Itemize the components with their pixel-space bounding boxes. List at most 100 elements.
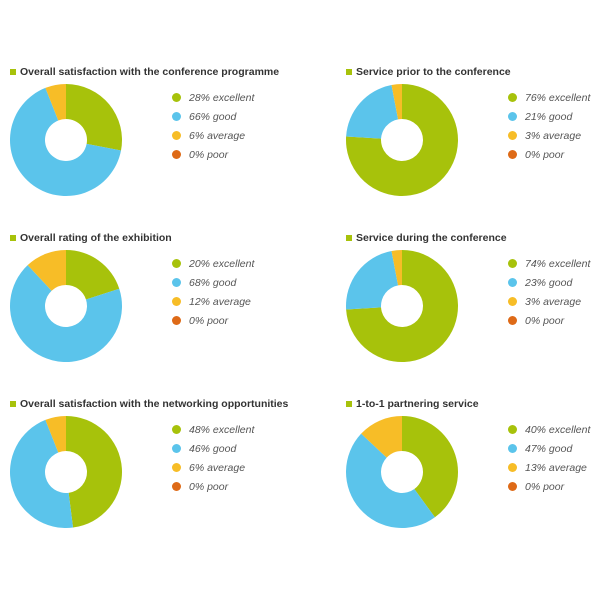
legend-dot-icon — [172, 463, 181, 472]
legend-label: 0% poor — [525, 480, 565, 493]
legend-item-excellent: 20% excellent — [172, 254, 254, 273]
donut-slice-good — [346, 250, 399, 310]
legend-label: 6% average — [189, 129, 246, 142]
title-square-icon — [346, 401, 352, 407]
donut-chart — [346, 84, 458, 196]
donut-slice-excellent — [346, 84, 458, 196]
legend-item-excellent: 28% excellent — [172, 88, 254, 107]
legend-dot-icon — [508, 444, 517, 453]
legend-item-poor: 0% poor — [508, 145, 590, 164]
legend-item-average: 3% average — [508, 126, 590, 145]
legend-dot-icon — [508, 482, 517, 491]
legend-label: 28% excellent — [189, 91, 255, 104]
donut-slice-good — [10, 265, 123, 362]
donut-chart — [9, 416, 123, 528]
donut-slice-good — [9, 419, 74, 528]
donut-slice-good — [345, 433, 435, 528]
legend-dot-icon — [172, 444, 181, 453]
legend-dot-icon — [172, 425, 181, 434]
legend-label: 0% poor — [189, 314, 229, 327]
legend-item-excellent: 76% excellent — [508, 88, 590, 107]
legend-item-poor: 0% poor — [172, 311, 254, 330]
legend-dot-icon — [508, 150, 517, 159]
chart-title: 1-to-1 partnering service — [346, 398, 479, 410]
legend-dot-icon — [172, 93, 181, 102]
chart-title: Service during the conference — [346, 232, 507, 244]
legend-dot-icon — [172, 259, 181, 268]
legend-label: 74% excellent — [525, 257, 591, 270]
donut-chart — [10, 250, 123, 362]
legend-label: 46% good — [189, 442, 237, 455]
legend-item-average: 3% average — [508, 292, 590, 311]
legend-dot-icon — [172, 131, 181, 140]
chart-legend: 76% excellent 21% good 3% average 0% poor — [508, 88, 590, 164]
chart-title: Service prior to the conference — [346, 66, 511, 78]
legend-label: 3% average — [525, 295, 582, 308]
legend-item-poor: 0% poor — [172, 145, 254, 164]
donut-slice-average — [391, 250, 402, 286]
donut-slice-excellent — [346, 250, 458, 362]
legend-item-good: 46% good — [172, 439, 254, 458]
legend-label: 48% excellent — [189, 423, 255, 436]
donut-chart — [346, 250, 458, 362]
legend-dot-icon — [172, 112, 181, 121]
legend-label: 40% excellent — [525, 423, 591, 436]
donut-slice-average — [45, 416, 66, 453]
legend-label: 68% good — [189, 276, 237, 289]
chart-panel-networking: Overall satisfaction with the networking… — [9, 398, 295, 548]
donut-slice-average — [361, 416, 402, 458]
donut-slice-excellent — [402, 416, 458, 518]
legend-label: 21% good — [525, 110, 573, 123]
legend-item-average: 13% average — [508, 458, 590, 477]
chart-legend: 74% excellent 23% good 3% average 0% poor — [508, 254, 590, 330]
donut-slice-excellent — [66, 416, 123, 528]
chart-legend: 40% excellent 47% good 13% average 0% poor — [508, 420, 590, 496]
legend-dot-icon — [508, 425, 517, 434]
chart-panel-partnering: 1-to-1 partnering service 40% excellent 47… — [345, 398, 600, 548]
legend-dot-icon — [172, 150, 181, 159]
legend-label: 76% excellent — [525, 91, 591, 104]
legend-dot-icon — [508, 131, 517, 140]
legend-dot-icon — [172, 482, 181, 491]
donut-slice-average — [45, 84, 66, 121]
chart-title-text: Overall satisfaction with the networking… — [20, 398, 289, 410]
legend-label: 12% average — [189, 295, 251, 308]
chart-title-text: Overall rating of the exhibition — [20, 232, 172, 244]
legend-item-poor: 0% poor — [508, 311, 590, 330]
chart-legend: 48% excellent 46% good 6% average 0% poor — [172, 420, 254, 496]
chart-panel-service-during: Service during the conference 74% excelle… — [346, 232, 600, 382]
legend-item-good: 68% good — [172, 273, 254, 292]
legend-label: 23% good — [525, 276, 573, 289]
donut-slice-average — [391, 84, 402, 120]
legend-item-excellent: 48% excellent — [172, 420, 254, 439]
legend-item-average: 6% average — [172, 458, 254, 477]
donut-slice-average — [27, 250, 67, 291]
legend-item-poor: 0% poor — [508, 477, 590, 496]
donut-slice-excellent — [66, 250, 120, 300]
legend-label: 47% good — [525, 442, 573, 455]
legend-label: 0% poor — [525, 148, 565, 161]
chart-title: Overall satisfaction with the networking… — [10, 398, 288, 410]
chart-legend: 28% excellent 66% good 6% average 0% poor — [172, 88, 254, 164]
legend-label: 0% poor — [189, 148, 229, 161]
title-square-icon — [10, 401, 16, 407]
title-square-icon — [10, 235, 16, 241]
legend-item-poor: 0% poor — [172, 477, 254, 496]
chart-legend: 20% excellent 68% good 12% average 0% poor — [172, 254, 254, 330]
legend-label: 0% poor — [189, 480, 229, 493]
chart-panel-exhibition: Overall rating of the exhibition 20% exce… — [10, 232, 295, 382]
legend-item-good: 23% good — [508, 273, 590, 292]
title-square-icon — [346, 235, 352, 241]
legend-label: 6% average — [189, 461, 246, 474]
legend-dot-icon — [172, 297, 181, 306]
legend-label: 0% poor — [525, 314, 565, 327]
chart-title: Overall rating of the exhibition — [10, 232, 172, 244]
donut-slice-good — [346, 84, 399, 139]
legend-item-average: 6% average — [172, 126, 254, 145]
legend-item-average: 12% average — [172, 292, 254, 311]
chart-panel-service-prior: Service prior to the conference 76% excel… — [346, 66, 600, 216]
legend-dot-icon — [508, 278, 517, 287]
legend-item-good: 66% good — [172, 107, 254, 126]
donut-slice-good — [10, 87, 122, 196]
legend-dot-icon — [508, 93, 517, 102]
